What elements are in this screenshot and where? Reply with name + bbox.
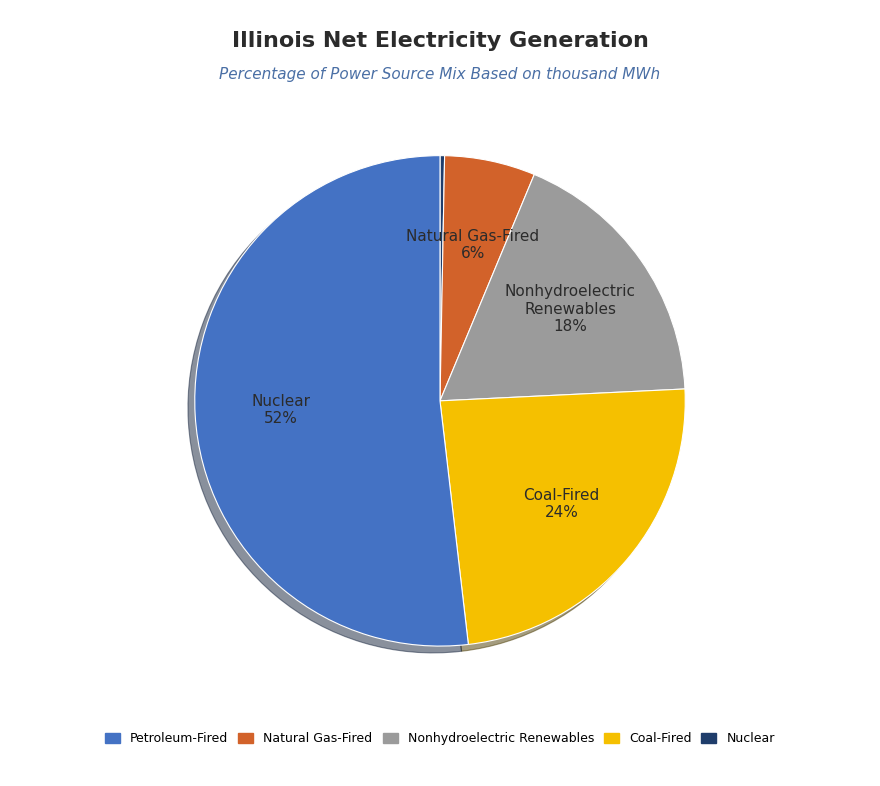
Wedge shape <box>194 156 468 646</box>
Wedge shape <box>440 156 534 401</box>
Text: Nuclear
52%: Nuclear 52% <box>252 394 311 426</box>
Wedge shape <box>440 174 685 401</box>
Legend: Petroleum-Fired, Natural Gas-Fired, Nonhydroelectric Renewables, Coal-Fired, Nuc: Petroleum-Fired, Natural Gas-Fired, Nonh… <box>100 727 780 750</box>
Text: Coal-Fired
24%: Coal-Fired 24% <box>524 488 599 520</box>
Wedge shape <box>440 156 444 401</box>
Text: Nonhydroelectric
Renewables
18%: Nonhydroelectric Renewables 18% <box>505 285 636 334</box>
Text: Percentage of Power Source Mix Based on thousand MWh: Percentage of Power Source Mix Based on … <box>219 67 661 82</box>
Wedge shape <box>440 389 686 645</box>
Text: Illinois Net Electricity Generation: Illinois Net Electricity Generation <box>231 31 649 51</box>
Text: Natural Gas-Fired
6%: Natural Gas-Fired 6% <box>407 229 539 261</box>
